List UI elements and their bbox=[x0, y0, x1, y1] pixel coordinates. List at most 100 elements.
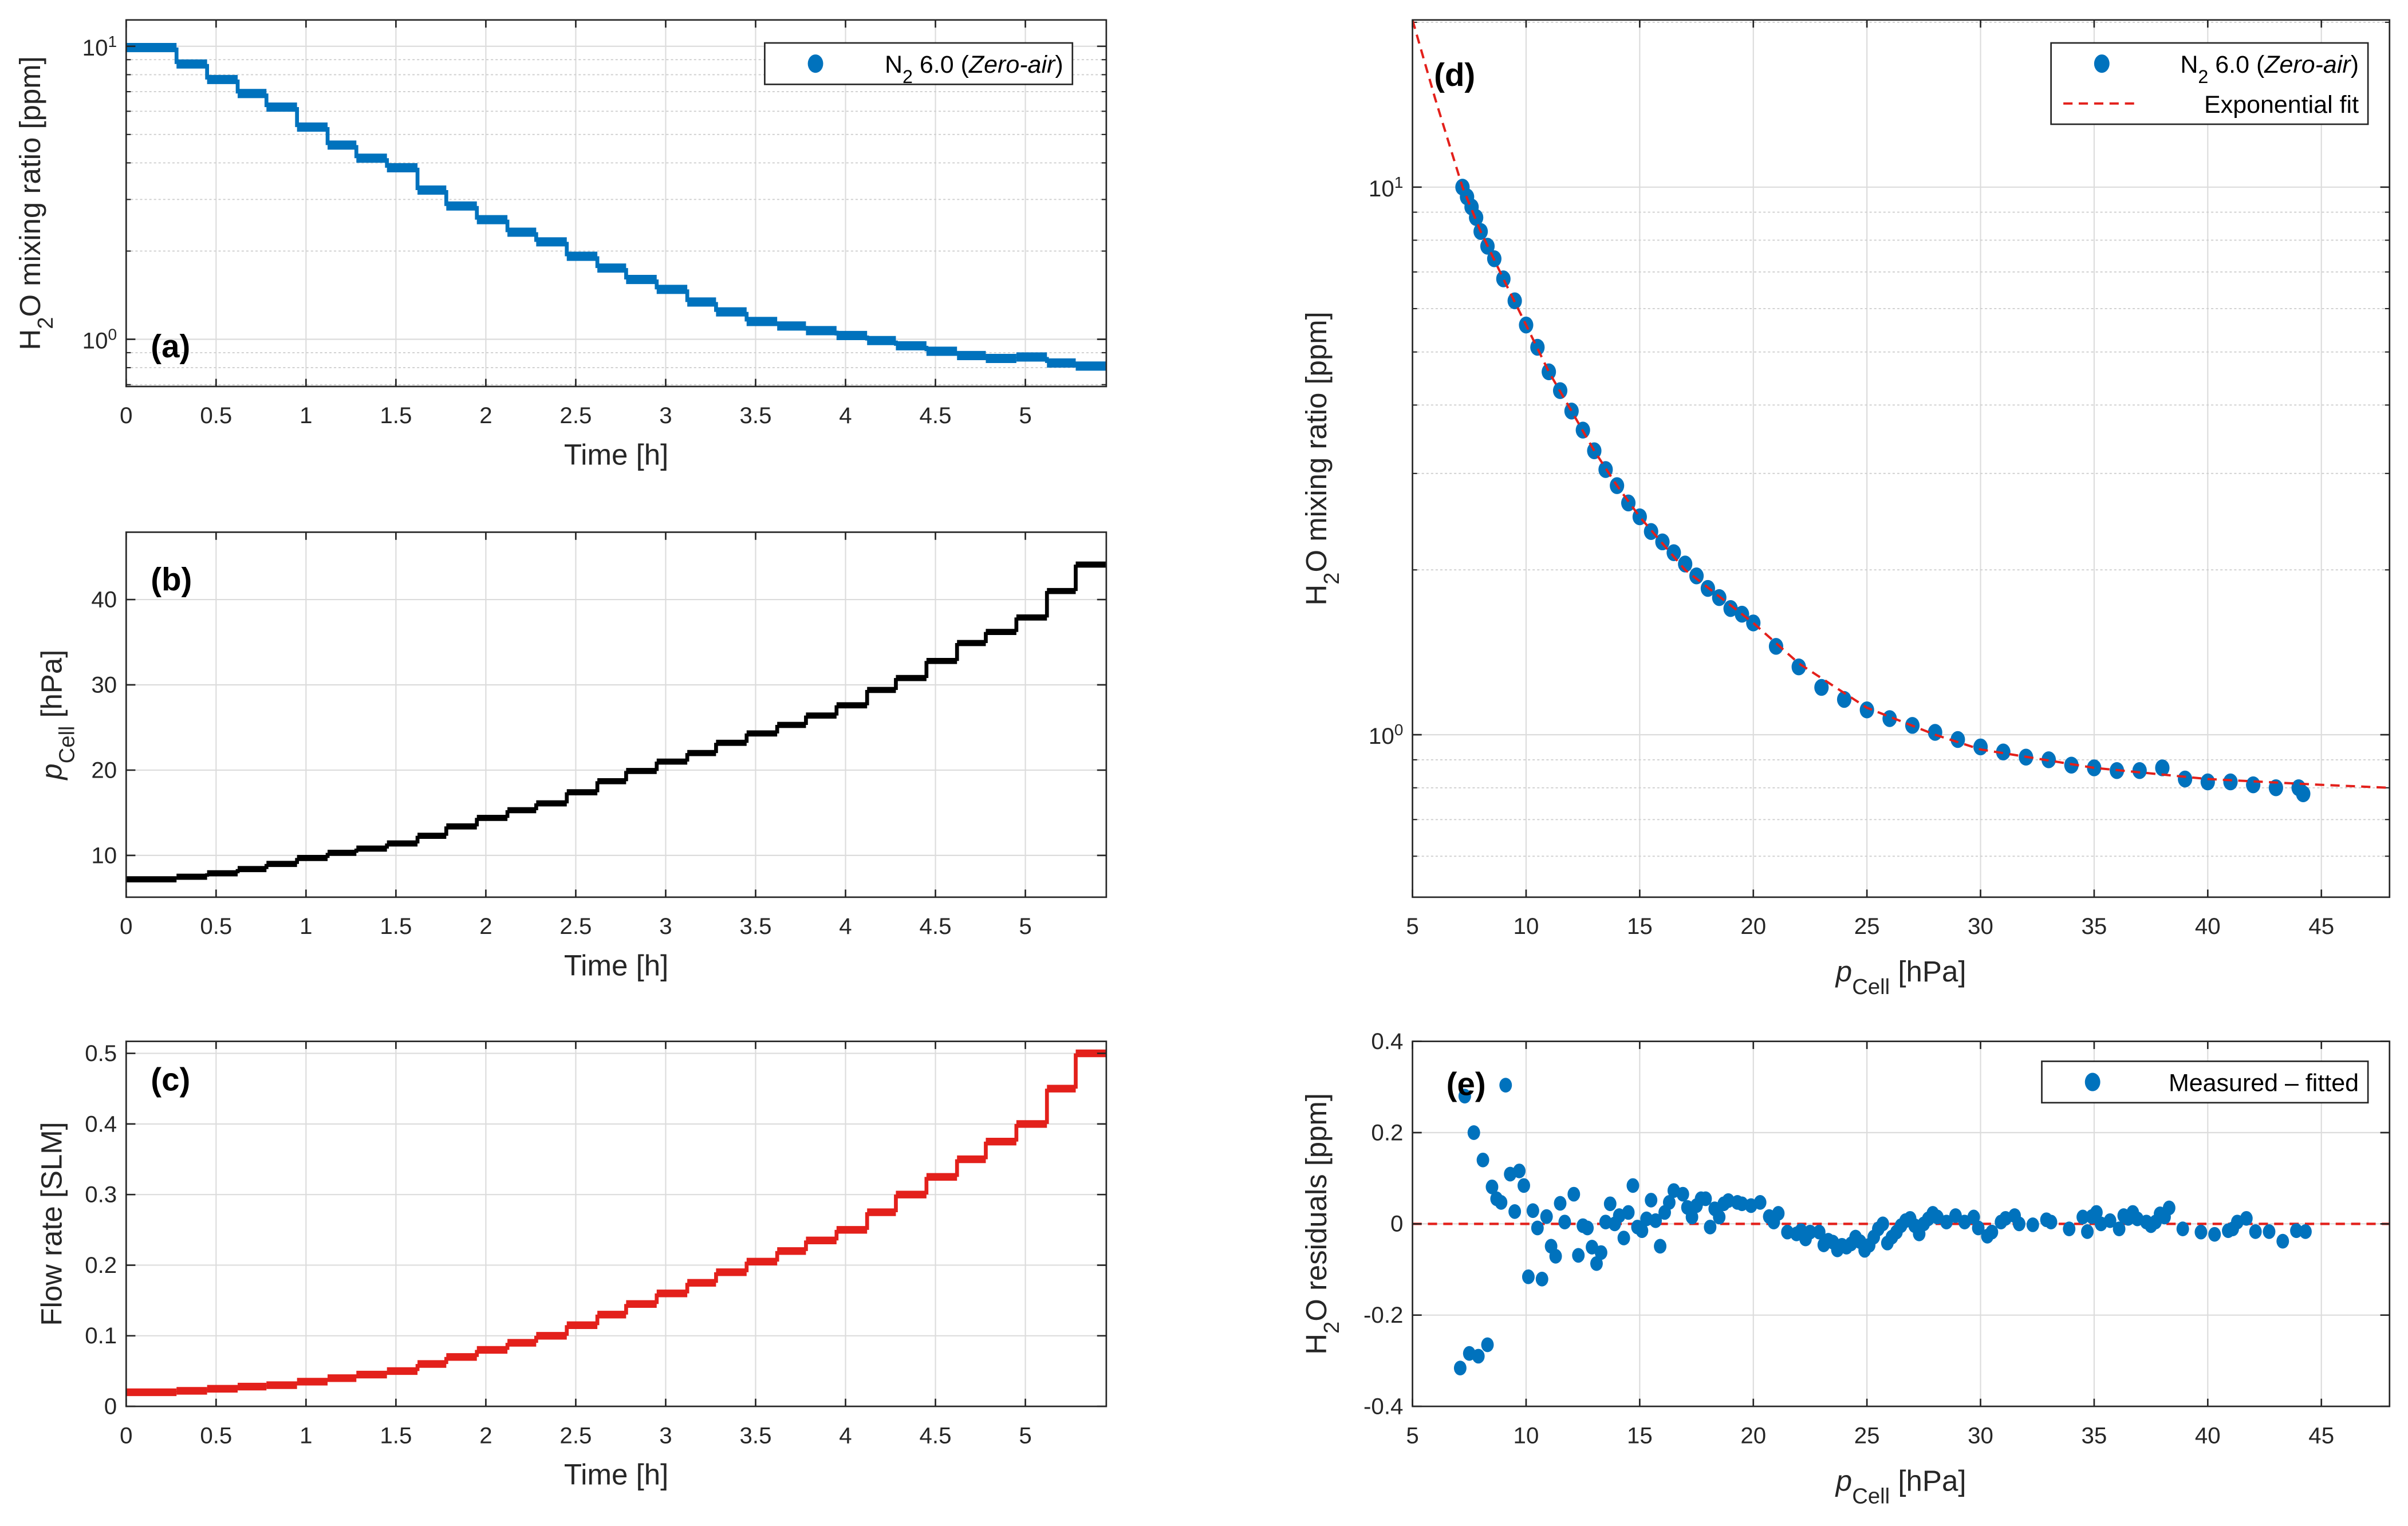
data-point bbox=[2155, 759, 2170, 776]
data-point bbox=[2249, 1224, 2262, 1239]
data-point bbox=[1676, 1186, 1689, 1202]
x-tick-label: 2.5 bbox=[559, 913, 592, 939]
panel-label: (d) bbox=[1434, 57, 1475, 93]
x-tick-label: 1.5 bbox=[380, 1422, 412, 1448]
x-tick-label: 4.5 bbox=[920, 403, 952, 428]
data-point bbox=[2263, 1224, 2276, 1239]
label-part: Time [h] bbox=[564, 439, 668, 471]
x-axis-label: pCell [hPa] bbox=[1835, 955, 1966, 999]
x-tick-label: 35 bbox=[2082, 913, 2107, 939]
data-point bbox=[2081, 1224, 2094, 1239]
data-point bbox=[1522, 1269, 1535, 1284]
legend: Measured – fitted bbox=[2041, 1060, 2369, 1104]
label-part: O residuals [ppm] bbox=[1300, 1093, 1333, 1322]
x-tick-label: 30 bbox=[1968, 1422, 1993, 1448]
x-tick-label: 3 bbox=[659, 1422, 672, 1448]
data-point bbox=[1530, 338, 1545, 356]
data-point bbox=[2076, 1209, 2090, 1225]
data-point bbox=[1940, 1215, 1953, 1230]
x-tick-label: 0.5 bbox=[200, 913, 232, 939]
plot-content bbox=[126, 43, 1106, 371]
data-point bbox=[1453, 1361, 1467, 1376]
y-tick-label: 101 bbox=[82, 32, 117, 60]
x-tick-label: 3.5 bbox=[739, 403, 771, 428]
x-tick-label: 4.5 bbox=[920, 913, 952, 939]
data-point bbox=[1581, 1220, 1594, 1236]
data-point bbox=[2223, 773, 2238, 791]
axes-box bbox=[1412, 19, 2391, 898]
plot-area bbox=[1412, 19, 2390, 897]
y-tick-label: 0 bbox=[1390, 1211, 1403, 1237]
label-part: Flow rate [SLM] bbox=[35, 1122, 68, 1326]
y-axis-label: pCell [hPa] bbox=[35, 650, 79, 781]
data-point bbox=[1654, 1239, 1667, 1254]
data-point bbox=[2178, 770, 2193, 788]
data-point bbox=[1699, 1191, 1712, 1206]
label-part: Cell bbox=[54, 726, 79, 764]
x-tick-label: 4 bbox=[839, 1422, 852, 1448]
label-part: Zero-air bbox=[968, 51, 1056, 78]
label-part: H bbox=[14, 329, 46, 350]
y-axis-label: H2O residuals [ppm] bbox=[1300, 1093, 1344, 1355]
data-point bbox=[2013, 1216, 2025, 1232]
label-part: 2 bbox=[2198, 66, 2208, 87]
data-point bbox=[1662, 1195, 1676, 1210]
data-point bbox=[1481, 1337, 1494, 1352]
axes-box bbox=[125, 531, 1108, 898]
data-point bbox=[1531, 1220, 1544, 1236]
data-point bbox=[1496, 270, 1511, 287]
data-point bbox=[1549, 1249, 1562, 1264]
data-point bbox=[1713, 1209, 1726, 1225]
data-point bbox=[1499, 1078, 1512, 1093]
data-point bbox=[1803, 1224, 1816, 1240]
data-point bbox=[1950, 731, 1965, 748]
data-point bbox=[1967, 1209, 1980, 1225]
label-part: O mixing ratio [ppm] bbox=[1300, 311, 1333, 572]
data-point bbox=[1458, 1089, 1471, 1104]
x-tick-label: 10 bbox=[1514, 1422, 1539, 1448]
label-part: Exponential fit bbox=[2204, 91, 2359, 119]
legend: N2 6.0 (Zero-air) bbox=[764, 42, 1074, 87]
data-point bbox=[1812, 1224, 1826, 1240]
y-tick-label: 101 bbox=[1369, 173, 1404, 201]
x-tick-label: 1 bbox=[299, 403, 312, 428]
data-point bbox=[1590, 1256, 1603, 1271]
label-part: 1 bbox=[108, 32, 117, 50]
x-tick-label: 3 bbox=[659, 403, 672, 428]
legend: N2 6.0 (Zero-air) Exponential fit bbox=[2050, 42, 2369, 125]
y-tick-label: 100 bbox=[1369, 721, 1404, 749]
data-point bbox=[2063, 1221, 2076, 1236]
data-point bbox=[2268, 779, 2283, 796]
data-point bbox=[1567, 1186, 1581, 1202]
plot-area bbox=[126, 1041, 1106, 1407]
label-part: [hPa] bbox=[1890, 1464, 1966, 1497]
label-part: 2 bbox=[1319, 1322, 1344, 1334]
label-part: Cell bbox=[1852, 1484, 1890, 1508]
data-point bbox=[2276, 1233, 2289, 1249]
plot-content bbox=[1412, 19, 2390, 803]
label-part: Measured – fitted bbox=[2169, 1070, 2359, 1097]
x-tick-label: 4 bbox=[839, 913, 852, 939]
plot-area bbox=[126, 532, 1106, 897]
y-axis-label: H2O mixing ratio [ppm] bbox=[1300, 311, 1344, 605]
data-point bbox=[1791, 658, 1806, 676]
data-point bbox=[1678, 555, 1693, 573]
label-part: [hPa] bbox=[35, 650, 68, 726]
label-part: 10 bbox=[82, 35, 108, 61]
label-part: 0 bbox=[108, 325, 117, 343]
data-point bbox=[1814, 679, 1829, 696]
legend-marker-icon bbox=[807, 54, 823, 73]
label-part: 1 bbox=[1394, 173, 1404, 191]
y-tick-label: 100 bbox=[82, 325, 117, 353]
label-part: Time [h] bbox=[564, 949, 668, 982]
data-point bbox=[2103, 1213, 2117, 1228]
x-tick-label: 10 bbox=[1514, 913, 1539, 939]
data-point bbox=[2246, 776, 2261, 794]
legend-entry-label: Exponential fit bbox=[2204, 91, 2359, 119]
x-tick-label: 5 bbox=[1019, 913, 1031, 939]
label-part: 6.0 ( bbox=[2208, 51, 2265, 78]
x-tick-label: 5 bbox=[1406, 1422, 1418, 1448]
data-point bbox=[1554, 1196, 1567, 1211]
label-part: 2 bbox=[1319, 573, 1344, 585]
data-point bbox=[1645, 1193, 1658, 1208]
